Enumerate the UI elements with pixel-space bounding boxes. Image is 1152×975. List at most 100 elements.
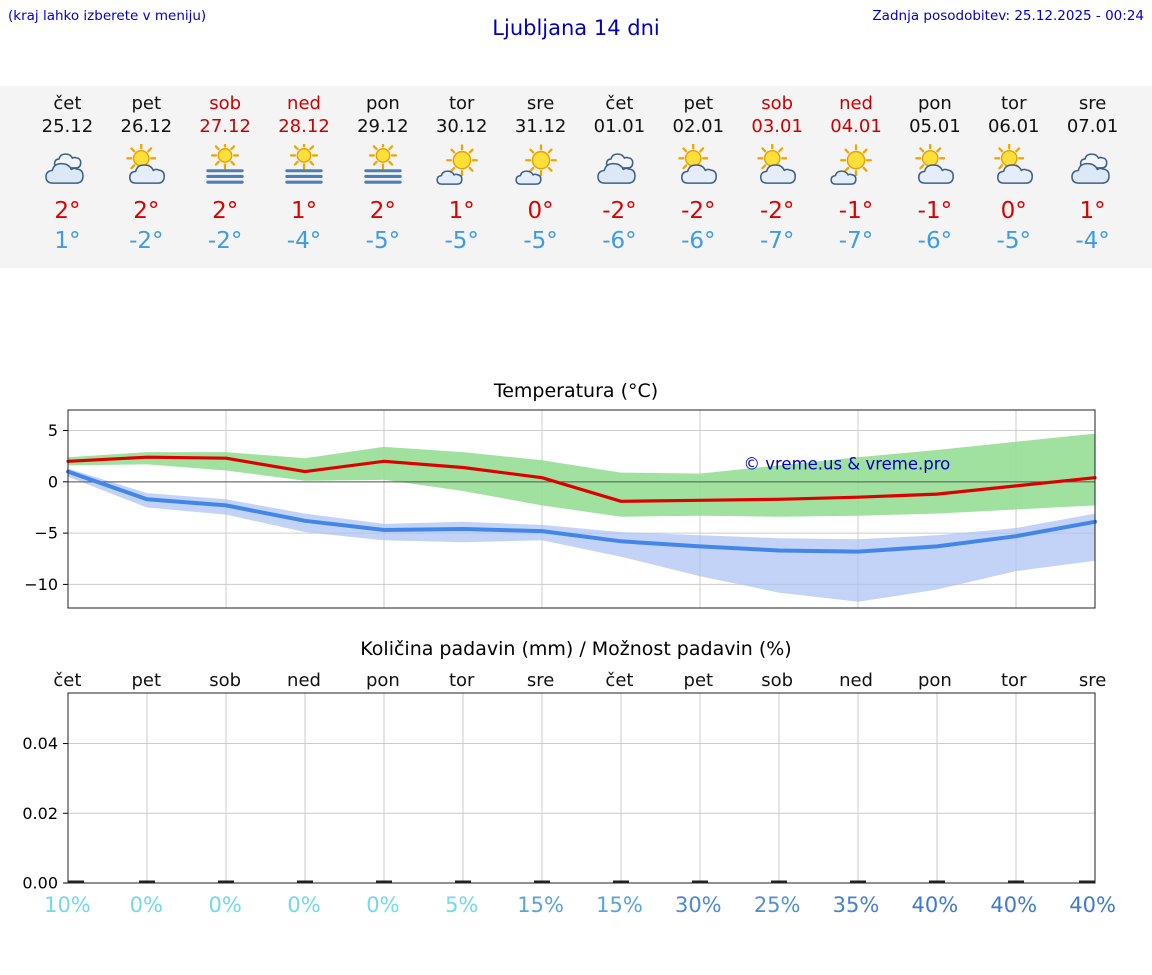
- day-name: sob: [761, 93, 794, 114]
- day-name: čet: [605, 93, 634, 114]
- partly-cloudy-icon: [738, 143, 817, 190]
- precip-probability: 0%: [208, 893, 242, 917]
- forecast-day-column: tor 30.12 1° -5°: [422, 92, 501, 254]
- day-date: 30.12: [435, 116, 488, 137]
- day-date: 03.01: [751, 116, 803, 137]
- precip-probability: 40%: [990, 893, 1038, 917]
- forecast-day-column: pon 29.12 2° -5°: [343, 92, 422, 254]
- precip-day-label: ned: [839, 670, 873, 691]
- precip-bar: [534, 880, 550, 883]
- high-temperature: 2°: [212, 198, 239, 224]
- precip-day-label: čet: [605, 670, 634, 691]
- day-name: sre: [526, 93, 555, 114]
- day-date: 28.12: [278, 116, 330, 137]
- low-temperature: -6°: [917, 228, 953, 254]
- precip-day-labels-row: čet pet sob ned pon tor sre čet pet sob ned pon tor s…: [0, 670, 1152, 691]
- last-update-label: Zadnja posodobitev: 25.12.2025 - 00:24: [872, 8, 1144, 24]
- precip-bar: [297, 880, 313, 883]
- forecast-day-column: sre 07.01 1° -4°: [1053, 92, 1132, 254]
- day-date: 02.01: [672, 116, 725, 137]
- precip-bar: [692, 880, 708, 883]
- precip-probability: 0%: [287, 893, 321, 917]
- precipitation-chart-title: Količina padavin (mm) / Možnost padavin …: [360, 638, 792, 660]
- precip-probability: 35%: [832, 893, 880, 917]
- low-temperature: -5°: [444, 228, 479, 254]
- precip-probability: 0%: [366, 893, 400, 917]
- high-temperature: 0°: [1000, 198, 1027, 224]
- precip-day-label: sre: [1078, 670, 1107, 691]
- low-temperature: -6°: [681, 228, 716, 254]
- high-temperature: 1°: [290, 198, 318, 224]
- day-date: 31.12: [514, 116, 567, 137]
- fog-sun-icon: [343, 141, 422, 190]
- precip-probability: 15%: [596, 893, 643, 917]
- low-temperature: 1°: [54, 228, 81, 254]
- day-date: 06.01: [987, 116, 1040, 137]
- forecast-day-column: pet 26.12 2° -2°: [107, 92, 186, 254]
- precip-bar: [68, 880, 84, 883]
- forecast-day-column: tor 06.01 0° -5°: [974, 92, 1053, 254]
- fog-sun-icon: [265, 141, 344, 190]
- precip-day-label: tor: [1001, 670, 1027, 691]
- high-temperature: 1°: [1079, 198, 1106, 224]
- day-date: 27.12: [199, 116, 251, 137]
- low-temperature: -5°: [523, 228, 558, 254]
- precip-bar: [139, 880, 155, 883]
- precip-bar: [850, 880, 866, 883]
- day-name: tor: [1001, 93, 1027, 114]
- cloudy-icon: [28, 144, 107, 190]
- precip-bar: [1008, 880, 1024, 883]
- precip-day-label: čet: [53, 670, 82, 691]
- precip-probability: 5%: [445, 893, 479, 917]
- low-temperature: -5°: [996, 228, 1031, 254]
- precip-day-label: pon: [917, 670, 952, 691]
- low-temperature: -7°: [759, 228, 795, 254]
- precip-probability: 40%: [911, 893, 959, 917]
- precipitation-chart: 0.00 0.02 0.04: [22, 692, 1096, 889]
- day-date: 04.01: [830, 116, 882, 137]
- high-temperature: -2°: [602, 198, 637, 224]
- high-temperature: 1°: [448, 198, 475, 224]
- mostly-sunny-icon: [817, 144, 896, 190]
- page-title: Ljubljana 14 dni: [492, 16, 660, 40]
- low-temperature: -7°: [838, 228, 874, 254]
- partly-cloudy-icon: [895, 143, 974, 190]
- precip-bar: [376, 880, 392, 883]
- precip-probability: 30%: [674, 893, 722, 917]
- fog-sun-icon: [186, 141, 265, 190]
- forecast-day-column: sob 03.01 -2° -7°: [738, 92, 817, 254]
- mostly-sunny-icon: [501, 144, 580, 190]
- low-temperature: -2°: [129, 228, 164, 254]
- svg-text:−5: −5: [34, 524, 58, 543]
- forecast-day-column: čet 25.12 2° 1°: [28, 92, 107, 254]
- precip-day-label: sob: [761, 670, 794, 691]
- precip-day-label: ned: [287, 670, 321, 691]
- low-temperature: -2°: [207, 228, 243, 254]
- precip-probability: 15%: [517, 893, 564, 917]
- temperature-chart-title: Temperatura (°C): [493, 380, 659, 402]
- precip-bar: [771, 880, 787, 883]
- precip-day-label: pet: [131, 670, 162, 691]
- low-temperature: -6°: [602, 228, 637, 254]
- precip-day-label: sre: [526, 670, 555, 691]
- day-name: pet: [683, 93, 714, 114]
- high-temperature: 2°: [133, 198, 160, 224]
- precip-probability: 10%: [44, 893, 91, 917]
- day-date: 05.01: [909, 116, 961, 137]
- low-temperature: -4°: [1075, 228, 1110, 254]
- day-date: 25.12: [41, 116, 94, 137]
- forecast-day-column: ned 28.12 1° -4°: [265, 92, 344, 254]
- precip-day-label: pon: [365, 670, 400, 691]
- precip-bar: [613, 880, 629, 883]
- forecast-strip: čet 25.12 2° 1° pet 26.12 2° -2° sob 27.12 2° -2° ne…: [0, 86, 1152, 268]
- day-name: ned: [839, 93, 873, 114]
- precip-day-label: pet: [683, 670, 714, 691]
- high-temperature: 2°: [369, 198, 396, 224]
- day-name: pon: [365, 93, 400, 114]
- day-date: 29.12: [357, 116, 409, 137]
- forecast-day-column: sob 27.12 2° -2°: [186, 92, 265, 254]
- forecast-day-column: ned 04.01 -1° -7°: [817, 92, 896, 254]
- page-header: (kraj lahko izberete v meniju) Ljubljana…: [0, 0, 1152, 52]
- svg-text:5: 5: [48, 421, 58, 440]
